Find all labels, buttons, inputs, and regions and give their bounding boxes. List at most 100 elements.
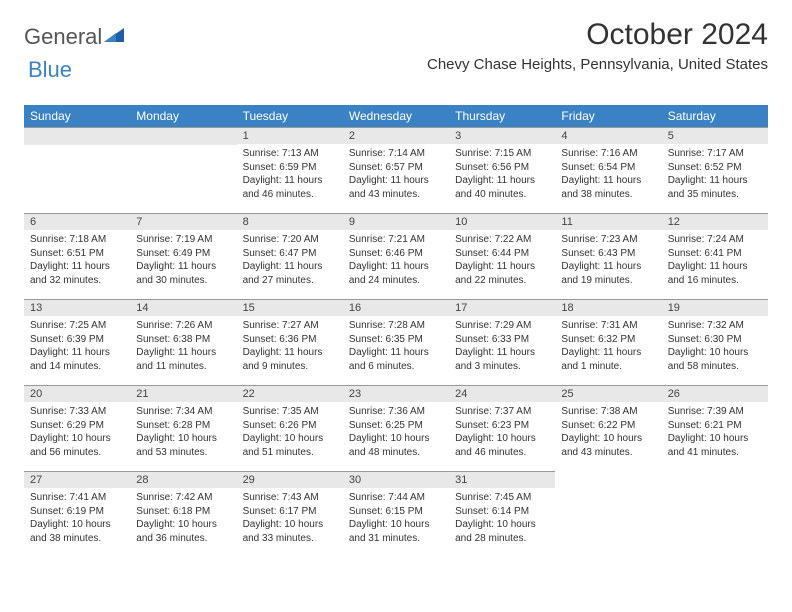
day-day1: Daylight: 11 hours [136,346,230,360]
day-sunrise: Sunrise: 7:42 AM [136,491,230,505]
day-day2: and 43 minutes. [349,188,443,202]
day-day1: Daylight: 11 hours [30,260,124,274]
day-sunrise: Sunrise: 7:17 AM [668,147,762,161]
day-day2: and 1 minute. [561,360,655,374]
day-day1: Daylight: 10 hours [30,518,124,532]
day-content: Sunrise: 7:16 AMSunset: 6:54 PMDaylight:… [555,144,661,204]
day-day2: and 11 minutes. [136,360,230,374]
day-day2: and 9 minutes. [243,360,337,374]
day-sunset: Sunset: 6:56 PM [455,161,549,175]
day-day1: Daylight: 10 hours [136,518,230,532]
day-sunrise: Sunrise: 7:44 AM [349,491,443,505]
day-sunrise: Sunrise: 7:23 AM [561,233,655,247]
day-sunset: Sunset: 6:59 PM [243,161,337,175]
day-content: Sunrise: 7:22 AMSunset: 6:44 PMDaylight:… [449,230,555,290]
day-header: Tuesday [237,105,343,127]
calendar-day: 28Sunrise: 7:42 AMSunset: 6:18 PMDayligh… [130,471,236,557]
day-content: Sunrise: 7:18 AMSunset: 6:51 PMDaylight:… [24,230,130,290]
day-sunrise: Sunrise: 7:14 AM [349,147,443,161]
day-day1: Daylight: 10 hours [668,432,762,446]
day-sunset: Sunset: 6:44 PM [455,247,549,261]
day-header: Monday [130,105,236,127]
day-sunset: Sunset: 6:14 PM [455,505,549,519]
calendar-day: 3Sunrise: 7:15 AMSunset: 6:56 PMDaylight… [449,127,555,213]
day-content: Sunrise: 7:14 AMSunset: 6:57 PMDaylight:… [343,144,449,204]
day-sunrise: Sunrise: 7:31 AM [561,319,655,333]
day-number: 25 [555,385,661,402]
logo: General [24,18,126,50]
day-number: 12 [662,213,768,230]
empty-daynum [130,127,236,145]
day-number: 20 [24,385,130,402]
day-day1: Daylight: 11 hours [136,260,230,274]
day-content: Sunrise: 7:37 AMSunset: 6:23 PMDaylight:… [449,402,555,462]
day-day2: and 46 minutes. [455,446,549,460]
day-content: Sunrise: 7:44 AMSunset: 6:15 PMDaylight:… [343,488,449,548]
day-day1: Daylight: 11 hours [561,260,655,274]
calendar-day: 8Sunrise: 7:20 AMSunset: 6:47 PMDaylight… [237,213,343,299]
day-day1: Daylight: 10 hours [561,432,655,446]
day-number: 30 [343,471,449,488]
day-day1: Daylight: 11 hours [243,260,337,274]
day-sunset: Sunset: 6:30 PM [668,333,762,347]
day-content: Sunrise: 7:15 AMSunset: 6:56 PMDaylight:… [449,144,555,204]
day-sunset: Sunset: 6:38 PM [136,333,230,347]
day-day2: and 19 minutes. [561,274,655,288]
calendar-week: 27Sunrise: 7:41 AMSunset: 6:19 PMDayligh… [24,471,768,557]
calendar-day: 9Sunrise: 7:21 AMSunset: 6:46 PMDaylight… [343,213,449,299]
day-day1: Daylight: 11 hours [243,346,337,360]
day-number: 1 [237,127,343,144]
day-day2: and 31 minutes. [349,532,443,546]
day-sunrise: Sunrise: 7:22 AM [455,233,549,247]
day-sunset: Sunset: 6:36 PM [243,333,337,347]
calendar-week: 6Sunrise: 7:18 AMSunset: 6:51 PMDaylight… [24,213,768,299]
day-sunrise: Sunrise: 7:16 AM [561,147,655,161]
day-sunrise: Sunrise: 7:45 AM [455,491,549,505]
day-day1: Daylight: 10 hours [30,432,124,446]
day-sunset: Sunset: 6:28 PM [136,419,230,433]
calendar-day: 2Sunrise: 7:14 AMSunset: 6:57 PMDaylight… [343,127,449,213]
day-day1: Daylight: 11 hours [561,346,655,360]
day-number: 18 [555,299,661,316]
day-sunrise: Sunrise: 7:19 AM [136,233,230,247]
day-day2: and 43 minutes. [561,446,655,460]
day-content: Sunrise: 7:26 AMSunset: 6:38 PMDaylight:… [130,316,236,376]
day-content: Sunrise: 7:27 AMSunset: 6:36 PMDaylight:… [237,316,343,376]
day-sunset: Sunset: 6:41 PM [668,247,762,261]
day-sunset: Sunset: 6:35 PM [349,333,443,347]
calendar-day: 31Sunrise: 7:45 AMSunset: 6:14 PMDayligh… [449,471,555,557]
calendar-day: 18Sunrise: 7:31 AMSunset: 6:32 PMDayligh… [555,299,661,385]
calendar-day: 6Sunrise: 7:18 AMSunset: 6:51 PMDaylight… [24,213,130,299]
calendar-day: 13Sunrise: 7:25 AMSunset: 6:39 PMDayligh… [24,299,130,385]
logo-text-blue: Blue [28,57,72,82]
day-sunrise: Sunrise: 7:41 AM [30,491,124,505]
calendar-day: 29Sunrise: 7:43 AMSunset: 6:17 PMDayligh… [237,471,343,557]
day-day2: and 35 minutes. [668,188,762,202]
day-day2: and 30 minutes. [136,274,230,288]
day-sunrise: Sunrise: 7:18 AM [30,233,124,247]
day-day2: and 32 minutes. [30,274,124,288]
day-sunrise: Sunrise: 7:15 AM [455,147,549,161]
day-sunrise: Sunrise: 7:36 AM [349,405,443,419]
day-sunset: Sunset: 6:49 PM [136,247,230,261]
day-sunrise: Sunrise: 7:13 AM [243,147,337,161]
day-number: 28 [130,471,236,488]
day-sunrise: Sunrise: 7:29 AM [455,319,549,333]
calendar-day: 26Sunrise: 7:39 AMSunset: 6:21 PMDayligh… [662,385,768,471]
day-header: Sunday [24,105,130,127]
day-day1: Daylight: 11 hours [30,346,124,360]
day-sunrise: Sunrise: 7:39 AM [668,405,762,419]
day-content: Sunrise: 7:36 AMSunset: 6:25 PMDaylight:… [343,402,449,462]
day-day1: Daylight: 10 hours [136,432,230,446]
day-day2: and 14 minutes. [30,360,124,374]
day-content: Sunrise: 7:24 AMSunset: 6:41 PMDaylight:… [662,230,768,290]
day-sunrise: Sunrise: 7:38 AM [561,405,655,419]
day-number: 15 [237,299,343,316]
day-day2: and 56 minutes. [30,446,124,460]
day-sunset: Sunset: 6:33 PM [455,333,549,347]
calendar-week: 20Sunrise: 7:33 AMSunset: 6:29 PMDayligh… [24,385,768,471]
calendar-day: 21Sunrise: 7:34 AMSunset: 6:28 PMDayligh… [130,385,236,471]
day-day2: and 16 minutes. [668,274,762,288]
day-sunset: Sunset: 6:26 PM [243,419,337,433]
day-content: Sunrise: 7:13 AMSunset: 6:59 PMDaylight:… [237,144,343,204]
